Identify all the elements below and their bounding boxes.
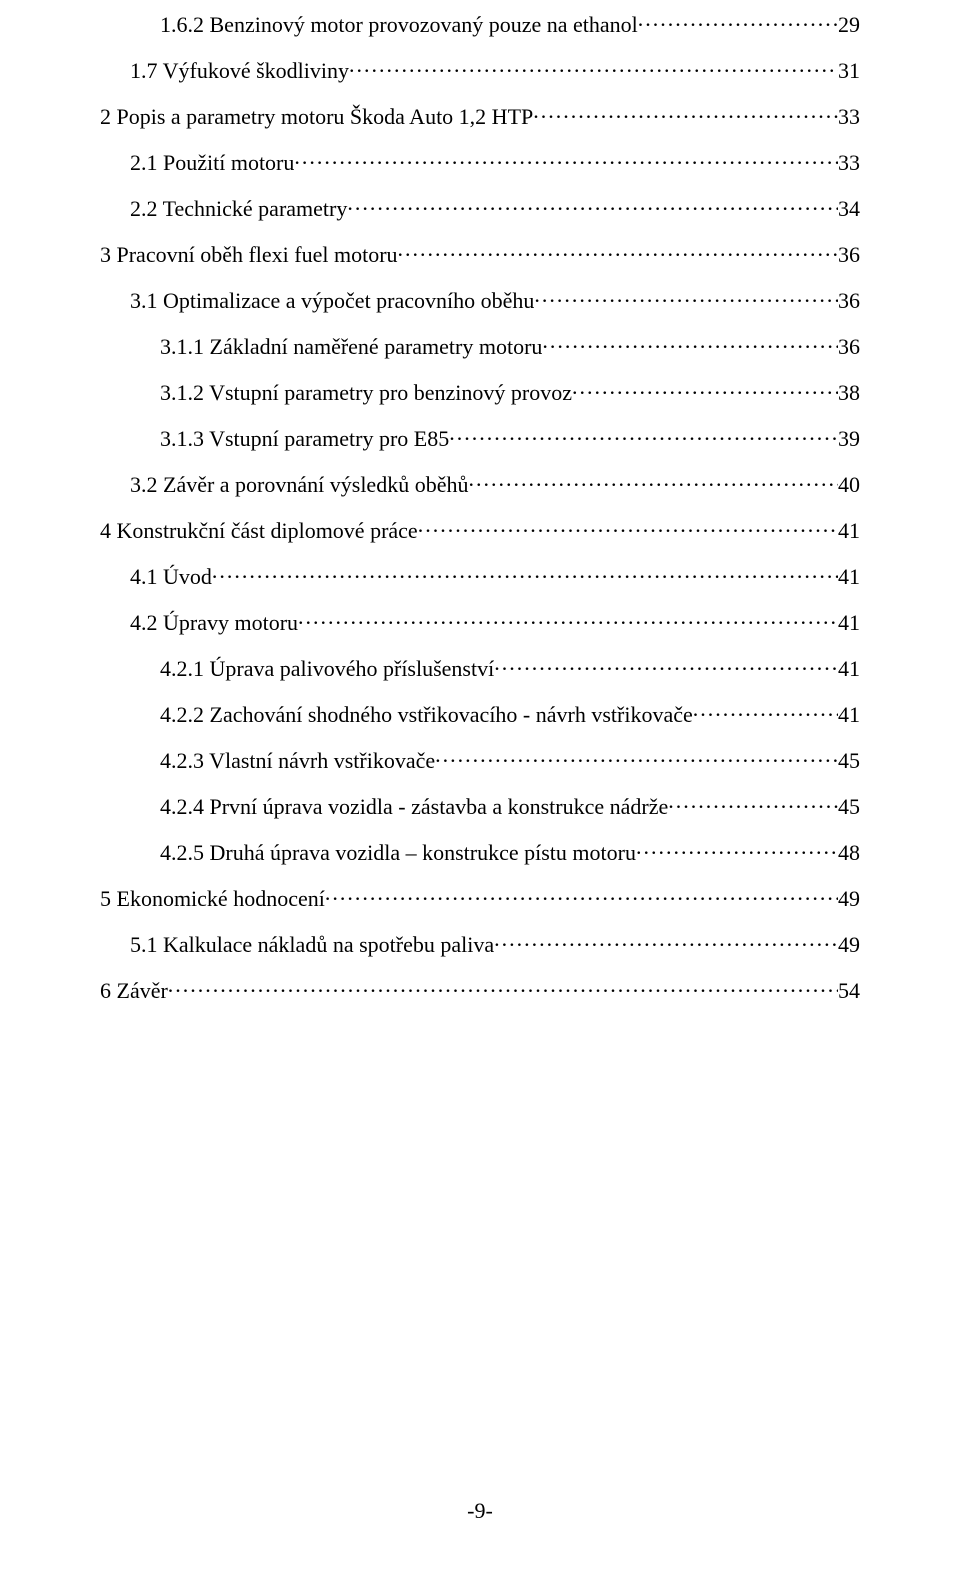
toc-label: 4.2.3 Vlastní návrh vstřikovače <box>160 748 435 774</box>
toc-leader-dots <box>325 884 838 906</box>
toc-page: 41 <box>838 518 860 544</box>
toc-entry: 4.2.3 Vlastní návrh vstřikovače 45 <box>100 746 860 774</box>
toc-entry: 2.1 Použití motoru 33 <box>100 148 860 176</box>
toc-label: 3.2 Závěr a porovnání výsledků oběhů <box>130 472 468 498</box>
toc-leader-dots <box>668 792 838 814</box>
toc-page: 39 <box>838 426 860 452</box>
toc-page: 41 <box>838 702 860 728</box>
toc-label: 1.7 Výfukové škodliviny <box>130 58 349 84</box>
toc-page: 38 <box>838 380 860 406</box>
toc-page: 41 <box>838 564 860 590</box>
toc-label: 2.2 Technické parametry <box>130 196 347 222</box>
toc-entry: 3.1.2 Vstupní parametry pro benzinový pr… <box>100 378 860 406</box>
toc-entry: 2 Popis a parametry motoru Škoda Auto 1,… <box>100 102 860 130</box>
toc-leader-dots <box>636 838 838 860</box>
toc-page: 49 <box>838 932 860 958</box>
toc-leader-dots <box>534 286 838 308</box>
toc-entry: 4 Konstrukční část diplomové práce 41 <box>100 516 860 544</box>
toc-page: 36 <box>838 242 860 268</box>
toc-label: 4.2.2 Zachování shodného vstřikovacího -… <box>160 702 693 728</box>
toc-entry: 4.2.2 Zachování shodného vstřikovacího -… <box>100 700 860 728</box>
toc-label: 6 Závěr <box>100 978 168 1004</box>
toc-label: 4.2.1 Úprava palivového příslušenství <box>160 656 494 682</box>
toc-page: 41 <box>838 610 860 636</box>
toc-page: 31 <box>838 58 860 84</box>
toc-page: 41 <box>838 656 860 682</box>
toc-leader-dots <box>418 516 838 538</box>
toc-entry: 3.2 Závěr a porovnání výsledků oběhů 40 <box>100 470 860 498</box>
toc-leader-dots <box>298 608 838 630</box>
toc-leader-dots <box>638 10 838 32</box>
toc-page: 33 <box>838 150 860 176</box>
toc-label: 5.1 Kalkulace nákladů na spotřebu paliva <box>130 932 494 958</box>
toc-entry: 4.2.4 První úprava vozidla - zástavba a … <box>100 792 860 820</box>
toc-page: 40 <box>838 472 860 498</box>
toc-label: 2 Popis a parametry motoru Škoda Auto 1,… <box>100 104 533 130</box>
toc-label: 3.1.2 Vstupní parametry pro benzinový pr… <box>160 380 572 406</box>
toc-leader-dots <box>435 746 838 768</box>
toc-entry: 4.2.1 Úprava palivového příslušenství 41 <box>100 654 860 682</box>
toc-leader-dots <box>533 102 838 124</box>
toc-leader-dots <box>168 976 838 998</box>
toc-page: 36 <box>838 334 860 360</box>
toc-entry: 5 Ekonomické hodnocení 49 <box>100 884 860 912</box>
toc-page: 45 <box>838 794 860 820</box>
toc-leader-dots <box>693 700 838 722</box>
toc-label: 4 Konstrukční část diplomové práce <box>100 518 418 544</box>
toc-entry: 3 Pracovní oběh flexi fuel motoru 36 <box>100 240 860 268</box>
toc-entry: 3.1.3 Vstupní parametry pro E85 39 <box>100 424 860 452</box>
toc-label: 4.2 Úpravy motoru <box>130 610 298 636</box>
toc-page: 49 <box>838 886 860 912</box>
toc-page: 48 <box>838 840 860 866</box>
toc-leader-dots <box>398 240 838 262</box>
toc-entry: 5.1 Kalkulace nákladů na spotřebu paliva… <box>100 930 860 958</box>
toc-entry: 2.2 Technické parametry 34 <box>100 194 860 222</box>
toc-entry: 4.2.5 Druhá úprava vozidla – konstrukce … <box>100 838 860 866</box>
toc-leader-dots <box>212 562 838 584</box>
toc-entry: 3.1.1 Základní naměřené parametry motoru… <box>100 332 860 360</box>
toc-leader-dots <box>449 424 838 446</box>
toc-leader-dots <box>349 56 838 78</box>
page-number: -9- <box>0 1498 960 1524</box>
toc-label: 3.1.3 Vstupní parametry pro E85 <box>160 426 449 452</box>
toc-page: 33 <box>838 104 860 130</box>
toc-label: 2.1 Použití motoru <box>130 150 294 176</box>
toc-entry: 1.7 Výfukové škodliviny 31 <box>100 56 860 84</box>
toc-leader-dots <box>572 378 838 400</box>
toc-page: 54 <box>838 978 860 1004</box>
toc-label: 5 Ekonomické hodnocení <box>100 886 325 912</box>
toc-page: 29 <box>838 12 860 38</box>
toc-label: 3.1.1 Základní naměřené parametry motoru <box>160 334 542 360</box>
toc-label: 4.2.5 Druhá úprava vozidla – konstrukce … <box>160 840 636 866</box>
toc-entry: 6 Závěr 54 <box>100 976 860 1004</box>
toc-page: 45 <box>838 748 860 774</box>
toc-entry: 3.1 Optimalizace a výpočet pracovního ob… <box>100 286 860 314</box>
toc-label: 1.6.2 Benzinový motor provozovaný pouze … <box>160 12 638 38</box>
toc-label: 3.1 Optimalizace a výpočet pracovního ob… <box>130 288 534 314</box>
toc-leader-dots <box>494 930 838 952</box>
toc-leader-dots <box>468 470 838 492</box>
toc-page: 34 <box>838 196 860 222</box>
table-of-contents: 1.6.2 Benzinový motor provozovaný pouze … <box>100 10 860 1004</box>
toc-label: 3 Pracovní oběh flexi fuel motoru <box>100 242 398 268</box>
toc-entry: 4.2 Úpravy motoru 41 <box>100 608 860 636</box>
toc-entry: 4.1 Úvod 41 <box>100 562 860 590</box>
toc-leader-dots <box>494 654 838 676</box>
toc-leader-dots <box>542 332 838 354</box>
toc-leader-dots <box>347 194 838 216</box>
toc-leader-dots <box>294 148 838 170</box>
toc-entry: 1.6.2 Benzinový motor provozovaný pouze … <box>100 10 860 38</box>
toc-label: 4.2.4 První úprava vozidla - zástavba a … <box>160 794 668 820</box>
toc-label: 4.1 Úvod <box>130 564 212 590</box>
toc-page: 36 <box>838 288 860 314</box>
